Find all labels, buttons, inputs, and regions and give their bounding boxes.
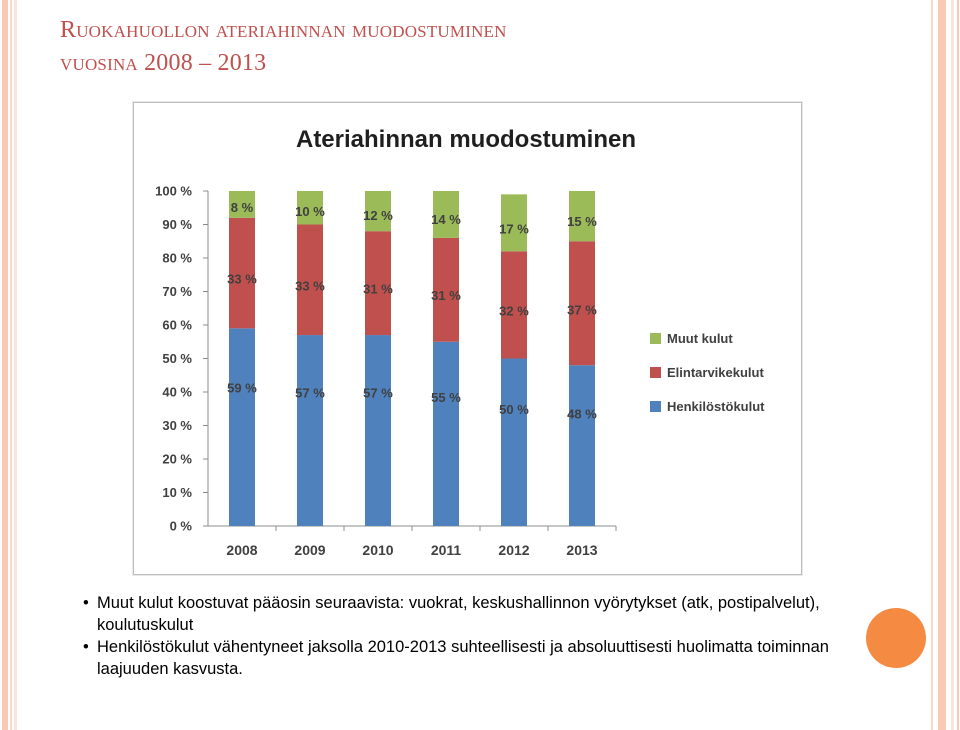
bar-segment [569, 241, 595, 366]
x-tick-label: 2010 [362, 542, 393, 558]
y-tick-label: 80 % [162, 251, 192, 266]
bullet-icon: • [83, 638, 89, 656]
legend-swatch [650, 367, 661, 378]
stacked-bar-chart: Ateriahinnan muodostuminen 0 % 10 % 20 % 30 … [155, 126, 765, 558]
y-tick-label: 60 % [162, 318, 192, 333]
data-label: 14 % [431, 212, 461, 227]
legend-label: Elintarvikekulut [667, 365, 764, 380]
bullet-text: Henkilöstökulut vähentyneet jaksolla 201… [97, 638, 829, 678]
bar-segment [433, 191, 459, 238]
data-label: 15 % [567, 214, 597, 229]
data-label: 12 % [363, 208, 393, 223]
data-label: 33 % [227, 272, 257, 287]
bar-segment [569, 365, 595, 526]
legend-label: Henkilöstökulut [667, 399, 765, 414]
bar-segment [365, 335, 391, 526]
data-label: 17 % [499, 222, 529, 237]
slide-title: Ruokahuollon ateriahinnan muodostuminen … [60, 14, 820, 80]
bar-segment [501, 358, 527, 526]
bar-segment [433, 237, 459, 342]
slide-title-line-1: Ruokahuollon ateriahinnan muodostuminen [60, 17, 507, 43]
data-label: 48 % [567, 406, 597, 421]
legend-swatch [650, 333, 661, 344]
bar-segment [297, 191, 323, 225]
y-tick-label: 20 % [162, 452, 192, 467]
data-label: 57 % [295, 385, 325, 400]
decorative-orange-circle [866, 608, 926, 668]
data-label: 31 % [363, 281, 393, 296]
bullet-list: • Muut kulut koostuvat pääosin seuraavis… [83, 592, 863, 680]
bar-segment [569, 191, 595, 242]
bullet-item-1: • Muut kulut koostuvat pääosin seuraavis… [83, 592, 863, 636]
data-label: 31 % [431, 288, 461, 303]
bar-segment [229, 191, 255, 218]
x-tick-label: 2012 [498, 542, 529, 558]
data-label: 10 % [295, 204, 325, 219]
left-decorative-border [0, 0, 24, 730]
data-label: 50 % [499, 402, 529, 417]
bar-segment [501, 194, 527, 252]
chart-frame: Ateriahinnan muodostuminen 0 % 10 % 20 % 30 … [133, 102, 802, 575]
data-label: 33 % [295, 278, 325, 293]
y-tick-label: 40 % [162, 385, 192, 400]
bullet-text: Muut kulut koostuvat pääosin seuraavista… [97, 594, 820, 634]
data-label: 55 % [431, 390, 461, 405]
bullet-item-2: • Henkilöstökulut vähentyneet jaksolla 2… [83, 636, 863, 680]
bar-segment [297, 335, 323, 526]
data-label: 57 % [363, 385, 393, 400]
slide-title-line-2: vuosina 2008 – 2013 [60, 50, 267, 76]
bar-segment [229, 217, 255, 329]
y-tick-label: 70 % [162, 284, 192, 299]
data-label: 59 % [227, 381, 257, 396]
x-tick-label: 2009 [294, 542, 325, 558]
x-tick-label: 2011 [431, 542, 462, 558]
legend-label: Muut kulut [667, 331, 733, 346]
y-tick-label: 50 % [162, 351, 192, 366]
x-tick-label: 2008 [226, 542, 257, 558]
data-label: 8 % [231, 200, 254, 215]
data-label: 37 % [567, 302, 597, 317]
bullet-icon: • [83, 594, 89, 612]
bar-segment [297, 224, 323, 336]
y-tick-label: 0 % [170, 519, 193, 534]
legend-swatch [650, 401, 661, 412]
chart-title: Ateriahinnan muodostuminen [296, 126, 636, 153]
y-tick-label: 100 % [155, 184, 192, 199]
data-label: 32 % [499, 303, 529, 318]
y-tick-label: 10 % [162, 485, 192, 500]
y-tick-label: 30 % [162, 418, 192, 433]
bar-segment [365, 191, 391, 232]
x-tick-label: 2013 [566, 542, 597, 558]
bar-segment [365, 231, 391, 336]
y-tick-label: 90 % [162, 217, 192, 232]
bar-segment [433, 341, 459, 526]
right-decorative-border [924, 0, 960, 730]
bar-segment [501, 251, 527, 359]
bar-segment [229, 328, 255, 526]
